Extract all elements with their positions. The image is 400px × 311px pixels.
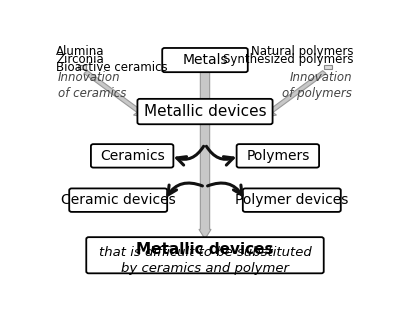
FancyBboxPatch shape xyxy=(162,48,248,72)
Polygon shape xyxy=(262,71,326,118)
Text: Bioactive ceramics: Bioactive ceramics xyxy=(56,62,168,74)
Bar xyxy=(324,65,332,69)
Polygon shape xyxy=(84,71,148,118)
FancyBboxPatch shape xyxy=(237,144,319,168)
FancyBboxPatch shape xyxy=(91,144,173,168)
FancyBboxPatch shape xyxy=(243,188,341,212)
Text: Innovation
of ceramics: Innovation of ceramics xyxy=(58,71,126,100)
Text: Synthesized polymers: Synthesized polymers xyxy=(223,53,354,66)
FancyBboxPatch shape xyxy=(69,188,167,212)
Polygon shape xyxy=(199,70,211,239)
Text: that is difficult to be substituted
by ceramics and polymer: that is difficult to be substituted by c… xyxy=(99,246,311,275)
Text: Zirconia: Zirconia xyxy=(56,53,104,66)
Text: Metallic devices: Metallic devices xyxy=(136,242,274,257)
Bar xyxy=(78,65,86,69)
Text: Alumina: Alumina xyxy=(56,45,105,58)
Text: Polymers: Polymers xyxy=(246,149,310,163)
Text: Polymer devices: Polymer devices xyxy=(235,193,348,207)
Text: Metallic devices: Metallic devices xyxy=(144,104,266,119)
Text: Metals: Metals xyxy=(182,53,228,67)
Text: Innovation
of polymers: Innovation of polymers xyxy=(282,71,352,100)
FancyBboxPatch shape xyxy=(138,99,272,124)
Text: Ceramics: Ceramics xyxy=(100,149,164,163)
Text: Natural polymers: Natural polymers xyxy=(251,45,354,58)
Text: Ceramic devices: Ceramic devices xyxy=(61,193,176,207)
FancyBboxPatch shape xyxy=(86,237,324,273)
